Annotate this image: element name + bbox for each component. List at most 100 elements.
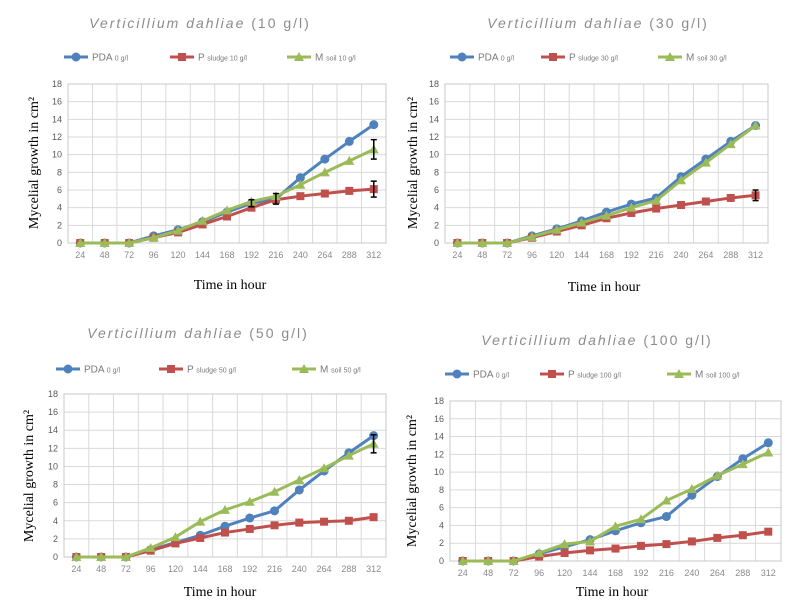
data-point xyxy=(610,521,621,531)
data-point xyxy=(75,238,86,247)
x-tick-label: 192 xyxy=(242,564,257,574)
x-tick-label: 120 xyxy=(168,564,183,574)
y-tick-label: 2 xyxy=(439,538,444,548)
y-axis-label: Mycelial growth in cm² xyxy=(22,410,37,542)
data-point xyxy=(652,204,661,213)
data-point xyxy=(96,552,107,561)
series-PDA xyxy=(71,431,379,562)
data-point xyxy=(713,533,722,542)
x-tick-label: 120 xyxy=(557,568,572,578)
chart-svg-30: Verticillium dahliae (30 g/l) PDA 0 g/l P … xyxy=(406,15,769,295)
x-tick-label: 288 xyxy=(723,250,738,260)
error-bar xyxy=(370,180,377,198)
data-point xyxy=(344,516,353,525)
data-point xyxy=(586,546,595,555)
data-point xyxy=(171,539,180,548)
x-axis-label: Time in hour xyxy=(568,280,641,295)
y-tick-label: 0 xyxy=(53,552,58,562)
data-point xyxy=(627,208,636,217)
x-tick-label: 48 xyxy=(477,250,487,260)
legend-label: P sludge 50 g/l xyxy=(187,365,236,376)
x-tick-label: 144 xyxy=(583,568,598,578)
data-point xyxy=(244,496,255,506)
y-tick-label: 2 xyxy=(53,534,58,544)
y-tick-label: 8 xyxy=(434,167,439,177)
y-axis-label: Mycelial growth in cm² xyxy=(27,97,42,229)
chart-svg-10: Verticillium dahliae (10 g/l) PDA 0 g/l P … xyxy=(27,15,387,293)
x-tick-label: 48 xyxy=(100,250,110,260)
y-tick-label: 10 xyxy=(52,150,62,160)
chart-panel-100: Verticillium dahliae (100 g/l) PDA 0 g/l P… xyxy=(400,318,800,611)
x-tick-label: 96 xyxy=(527,250,537,260)
legend-item: P sludge 30 g/l xyxy=(541,53,618,64)
y-tick-label: 4 xyxy=(439,520,444,530)
x-tick-label: 240 xyxy=(674,250,689,260)
y-tick-label: 14 xyxy=(52,114,62,124)
x-tick-label: 192 xyxy=(633,568,648,578)
y-tick-label: 14 xyxy=(434,432,444,442)
legend-swatch-marker xyxy=(63,364,73,374)
data-point xyxy=(483,556,494,565)
data-point xyxy=(676,175,687,185)
x-tick-label: 312 xyxy=(748,250,763,260)
legend-item: P sludge 100 g/l xyxy=(540,370,621,381)
legend-swatch-marker xyxy=(548,370,556,378)
series-PDA xyxy=(75,120,379,248)
x-tick-label: 72 xyxy=(124,250,134,260)
y-tick-label: 6 xyxy=(434,185,439,195)
data-point xyxy=(270,521,279,530)
series-soil xyxy=(75,144,379,247)
data-point xyxy=(320,517,329,526)
y-tick-label: 8 xyxy=(53,480,58,490)
plot-frame xyxy=(63,393,387,558)
y-tick-label: 0 xyxy=(57,238,62,248)
data-point xyxy=(457,556,468,565)
data-point xyxy=(750,120,761,130)
chart-title: Verticillium dahliae (50 g/l) xyxy=(87,325,309,341)
y-tick-label: 0 xyxy=(439,556,444,566)
data-point xyxy=(196,533,205,542)
y-tick-label: 2 xyxy=(434,220,439,230)
data-point xyxy=(344,155,355,165)
data-point xyxy=(559,539,570,549)
chart-panel-10: Verticillium dahliae (10 g/l) PDA 0 g/l P … xyxy=(0,0,400,305)
data-point xyxy=(661,495,672,505)
y-tick-label: 4 xyxy=(57,203,62,213)
y-tick-label: 16 xyxy=(429,97,439,107)
chart-title-species: Verticillium dahliae xyxy=(87,325,249,341)
legend-label: PDA 0 g/l xyxy=(84,365,120,376)
data-point xyxy=(737,459,748,469)
legend-swatch-marker xyxy=(452,369,462,379)
x-tick-label: 144 xyxy=(574,250,589,260)
y-tick-label: 10 xyxy=(48,461,58,471)
data-point xyxy=(601,210,612,220)
y-tick-label: 6 xyxy=(57,185,62,195)
y-tick-label: 10 xyxy=(429,150,439,160)
data-point xyxy=(319,167,330,177)
data-point xyxy=(71,552,82,561)
data-point xyxy=(245,524,254,533)
error-bar xyxy=(370,434,377,454)
data-point xyxy=(195,516,206,526)
legend-swatch-marker xyxy=(167,365,175,373)
series-line xyxy=(80,148,375,245)
data-point xyxy=(526,231,537,241)
legend-swatch-marker xyxy=(71,52,81,62)
data-point xyxy=(220,521,230,531)
y-tick-label: 18 xyxy=(48,389,58,399)
data-point xyxy=(763,447,774,457)
x-tick-label: 24 xyxy=(458,568,468,578)
x-tick-label: 288 xyxy=(342,250,357,260)
data-point xyxy=(345,186,354,195)
y-tick-label: 8 xyxy=(57,167,62,177)
y-tick-label: 18 xyxy=(52,79,62,89)
data-point xyxy=(576,217,587,227)
y-tick-label: 18 xyxy=(434,396,444,406)
x-tick-label: 48 xyxy=(96,564,106,574)
chart-title: Verticillium dahliae (30 g/l) xyxy=(487,15,709,31)
legend-swatch-marker xyxy=(665,52,675,61)
y-tick-label: 14 xyxy=(429,114,439,124)
x-tick-label: 168 xyxy=(599,250,614,260)
data-point xyxy=(173,225,184,235)
error-bar xyxy=(370,138,377,160)
